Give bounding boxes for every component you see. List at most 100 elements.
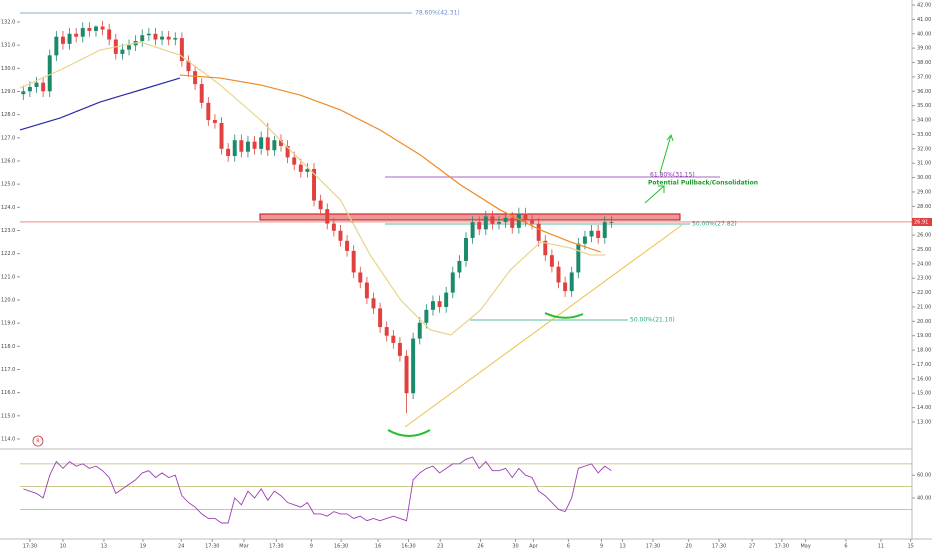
y-tick-label: 131.0 — [1, 43, 15, 49]
candle-body — [279, 140, 283, 146]
candle-body — [563, 282, 568, 292]
last-price-tag — [912, 217, 932, 226]
candle-body — [325, 209, 330, 224]
candle-body — [556, 266, 561, 283]
x-tick-label: 27 — [749, 544, 755, 550]
y2-tick-label: 30.00 — [917, 175, 931, 181]
candle-body — [318, 200, 323, 210]
y2-tick-label: 35.00 — [917, 103, 931, 109]
y2-tick-label: 38.00 — [917, 60, 931, 66]
y-tick-label: 127.0 — [1, 135, 15, 141]
candle-body — [259, 137, 264, 149]
candle-body — [404, 355, 409, 394]
y-tick-label: 123.0 — [1, 228, 15, 234]
candle-body — [67, 33, 72, 44]
candle-body — [430, 301, 435, 310]
candle-body — [285, 145, 290, 158]
y2-tick-label: 29.00 — [917, 189, 931, 195]
candle-body — [596, 230, 601, 238]
x-tick-label: 11 — [878, 544, 884, 550]
candle-body — [41, 82, 46, 92]
candle-body — [470, 222, 475, 238]
x-tick-label: 15 — [907, 544, 913, 550]
candle-body — [47, 55, 52, 92]
y2-tick-label: 16.00 — [917, 376, 931, 382]
candle-body — [312, 168, 317, 201]
indicator-icon[interactable] — [32, 435, 44, 447]
candle-body — [298, 164, 303, 172]
candle-body — [510, 217, 515, 228]
candle-body — [166, 36, 171, 40]
candle-body — [153, 33, 158, 40]
arrow — [644, 185, 665, 204]
fib-label: 61.80%(31.15) — [650, 172, 695, 179]
candle-body — [305, 168, 310, 172]
candle-body — [477, 222, 482, 230]
candle-body — [127, 45, 132, 50]
candle-body — [87, 28, 92, 31]
y2-tick-label: 20.00 — [917, 319, 931, 325]
candle-body — [536, 223, 541, 241]
resistance-zone — [259, 213, 681, 221]
candle-body — [179, 38, 184, 62]
y-tick-label: 120.0 — [1, 297, 15, 303]
candle-body — [120, 49, 125, 54]
candle-body — [146, 33, 151, 36]
y-tick-label: 121.0 — [1, 274, 15, 280]
candle-body — [364, 282, 369, 299]
x-tick-label: 17:30 — [712, 544, 726, 550]
candle-body — [80, 28, 85, 37]
x-tick-label: 17:30 — [269, 544, 283, 550]
y-tick-label: 132.0 — [1, 20, 15, 26]
candle-body — [193, 71, 198, 85]
candle-body — [549, 255, 554, 267]
candle-body — [378, 308, 383, 328]
candle-body — [212, 120, 217, 123]
x-tick-label: 30 — [512, 544, 518, 550]
smile-arc — [387, 429, 431, 437]
y2-tick-label: 39.00 — [917, 46, 931, 52]
moving-average — [19, 77, 181, 131]
y2-tick-label: 15.00 — [917, 391, 931, 397]
candle-body — [609, 222, 614, 223]
fib-label: 50.00%(27.82) — [692, 221, 737, 228]
candle-body — [358, 272, 363, 283]
trendline — [404, 224, 683, 428]
x-tick-label: 17:30 — [775, 544, 789, 550]
x-tick-label: Apr — [529, 544, 539, 550]
candle-body — [100, 26, 105, 30]
y2-tick-label: 34.00 — [917, 118, 931, 124]
y2-tick-label: 24.00 — [917, 261, 931, 267]
rsi-tick-label: 40.00 — [917, 495, 931, 501]
candle-body — [226, 148, 231, 156]
y-tick-label: 116.0 — [1, 390, 15, 396]
candle-body — [34, 82, 39, 87]
y2-tick-label: 33.00 — [917, 132, 931, 138]
candle-body — [232, 140, 237, 156]
candle-body — [589, 230, 594, 237]
x-tick-label: 19 — [140, 544, 146, 550]
y-tick-label: 126.0 — [1, 158, 15, 164]
x-tick-label: 17:30 — [205, 544, 219, 550]
x-tick-label: 17:30 — [23, 544, 37, 550]
x-tick-label: Mar — [239, 544, 249, 550]
moving-average — [179, 74, 601, 253]
x-tick-label: 6 — [567, 544, 570, 550]
y2-tick-label: 23.00 — [917, 276, 931, 282]
candle-body — [444, 292, 449, 307]
candle-body — [60, 36, 65, 44]
y-tick-label: 122.0 — [1, 251, 15, 257]
candle-body — [160, 36, 165, 40]
fib-label: 78.60%(42.31) — [415, 10, 460, 17]
candle-body — [490, 216, 495, 224]
y-tick-label: 124.0 — [1, 205, 15, 211]
x-tick-label: 9 — [310, 544, 313, 550]
arrow — [659, 133, 674, 174]
candle-body — [27, 86, 32, 92]
rsi-line — [23, 456, 612, 524]
y2-tick-label: 31.00 — [917, 161, 931, 167]
candle-body — [186, 61, 191, 72]
y-tick-label: 115.0 — [1, 413, 15, 419]
candle-body — [483, 216, 488, 230]
